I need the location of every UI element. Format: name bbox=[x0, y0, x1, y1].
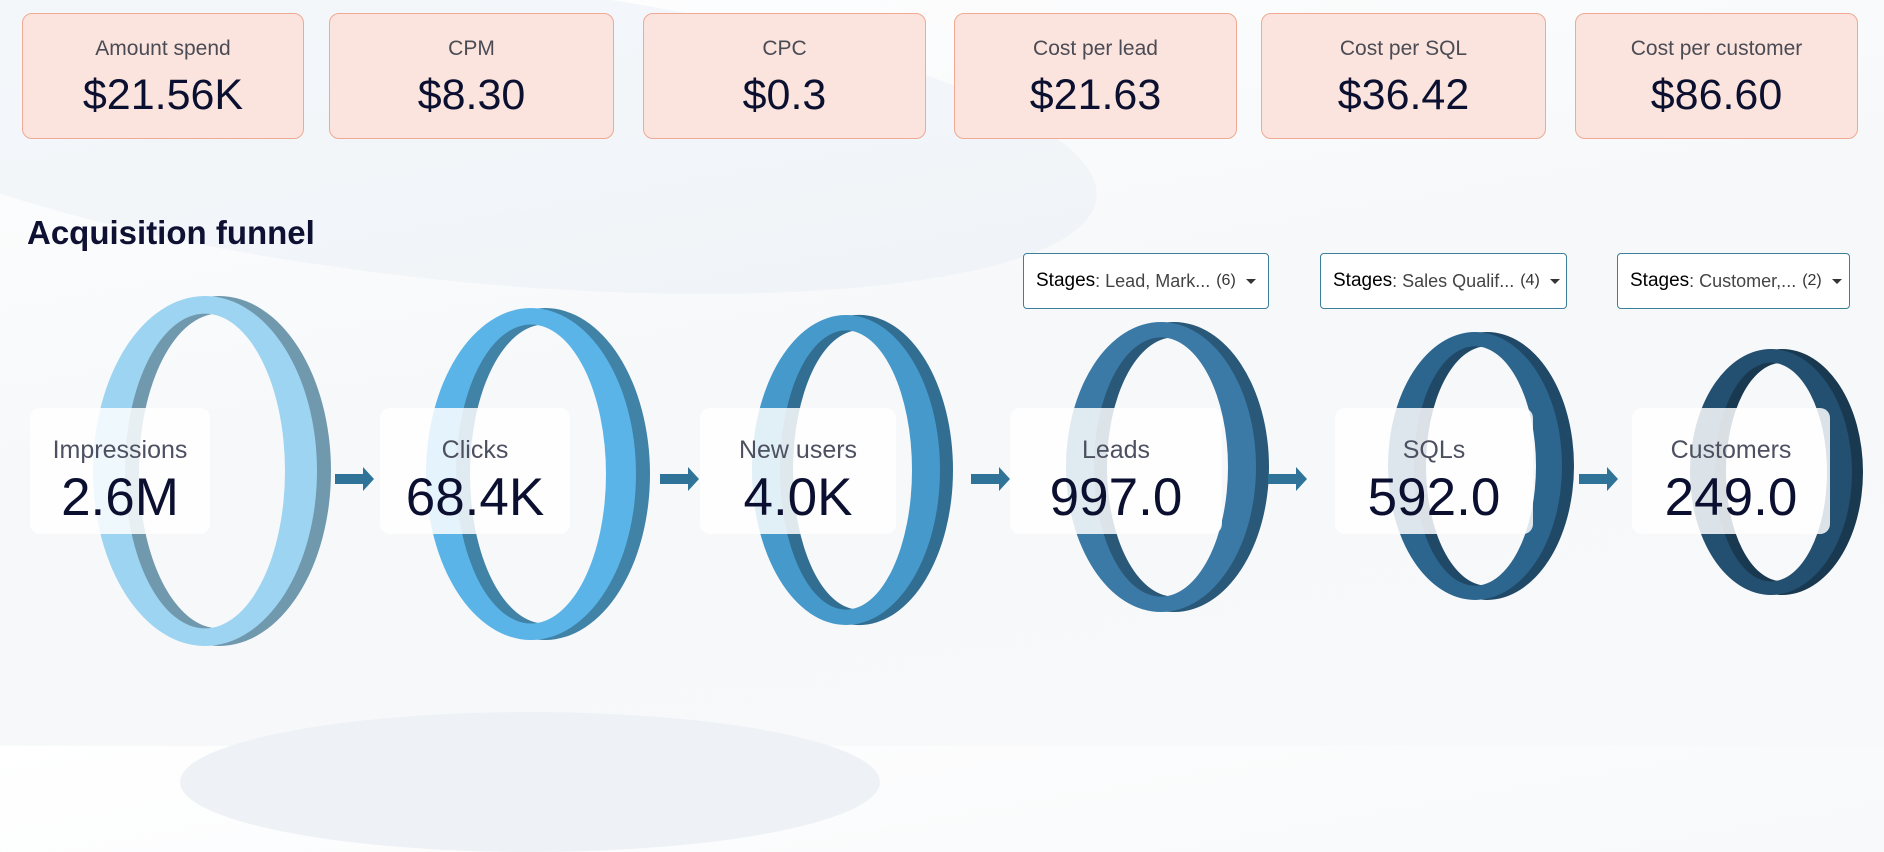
filter-count: (4) bbox=[1520, 272, 1540, 289]
kpi-value: $0.3 bbox=[742, 71, 827, 119]
chevron-down-icon bbox=[1549, 278, 1560, 284]
stage-label: Clicks bbox=[441, 436, 509, 464]
arrow-right-icon bbox=[660, 467, 699, 491]
filter-key: Stages bbox=[1630, 270, 1690, 291]
filter-value: : Customer,... bbox=[1689, 270, 1797, 291]
kpi-label: CPM bbox=[448, 37, 495, 60]
kpi-value: $86.60 bbox=[1650, 71, 1783, 119]
stage-label: Impressions bbox=[52, 436, 188, 464]
stages-filter-leads[interactable]: Stages : Lead, Mark... (6) bbox=[1023, 253, 1269, 309]
kpi-card-cost-per-lead: Cost per lead $21.63 bbox=[954, 13, 1237, 139]
stage-label: SQLs bbox=[1402, 436, 1466, 464]
filter-key: Stages bbox=[1036, 270, 1096, 291]
arrow-right-icon bbox=[1579, 467, 1618, 491]
stages-filter-sqls[interactable]: Stages : Sales Qualif... (4) bbox=[1320, 253, 1567, 309]
funnel-stage-impressions: Impressions 2.6M bbox=[30, 408, 210, 534]
arrow-right-icon bbox=[971, 467, 1010, 491]
funnel-stage-clicks: Clicks 68.4K bbox=[380, 408, 570, 534]
stage-label: Leads bbox=[1081, 436, 1151, 464]
kpi-value: $36.42 bbox=[1337, 71, 1470, 119]
filter-key: Stages bbox=[1333, 270, 1393, 291]
stage-label: Customers bbox=[1670, 436, 1792, 464]
filter-value: : Lead, Mark... bbox=[1095, 270, 1211, 291]
kpi-value: $21.63 bbox=[1029, 71, 1162, 119]
arrow-right-icon bbox=[335, 467, 374, 491]
stage-value: 4.0K bbox=[743, 468, 853, 527]
funnel-stage-sqls: SQLs 592.0 bbox=[1335, 408, 1533, 534]
chevron-down-icon bbox=[1831, 278, 1842, 284]
kpi-label: Cost per customer bbox=[1630, 37, 1803, 60]
stage-value: 592.0 bbox=[1367, 468, 1501, 527]
kpi-card-amount-spend: Amount spend $21.56K bbox=[22, 13, 304, 139]
stage-value: 249.0 bbox=[1664, 468, 1798, 527]
kpi-label: Cost per lead bbox=[1033, 37, 1158, 60]
kpi-value: $8.30 bbox=[417, 71, 526, 119]
filter-count: (2) bbox=[1802, 272, 1822, 289]
filter-value: : Sales Qualif... bbox=[1392, 270, 1515, 291]
filter-count: (6) bbox=[1216, 272, 1236, 289]
stages-filter-customers[interactable]: Stages : Customer,... (2) bbox=[1617, 253, 1850, 309]
kpi-value: $21.56K bbox=[82, 71, 244, 119]
stage-value: 2.6M bbox=[61, 468, 179, 527]
kpi-label: CPC bbox=[762, 37, 807, 60]
kpi-label: Amount spend bbox=[95, 37, 231, 60]
stage-value: 997.0 bbox=[1049, 468, 1183, 527]
funnel-stage-leads: Leads 997.0 bbox=[1010, 408, 1222, 534]
kpi-card-cost-per-sql: Cost per SQL $36.42 bbox=[1261, 13, 1546, 139]
chevron-down-icon bbox=[1245, 278, 1256, 284]
kpi-card-cpc: CPC $0.3 bbox=[643, 13, 926, 139]
stage-label: New users bbox=[738, 436, 858, 464]
funnel-stage-customers: Customers 249.0 bbox=[1632, 408, 1830, 534]
section-title: Acquisition funnel bbox=[27, 214, 315, 251]
funnel-stage-new-users: New users 4.0K bbox=[700, 408, 896, 534]
arrow-right-icon bbox=[1268, 467, 1307, 491]
kpi-label: Cost per SQL bbox=[1339, 37, 1468, 60]
kpi-card-cpm: CPM $8.30 bbox=[329, 13, 614, 139]
funnel-graphic bbox=[93, 296, 1863, 646]
kpi-card-cost-per-customer: Cost per customer $86.60 bbox=[1575, 13, 1858, 139]
stage-value: 68.4K bbox=[405, 468, 545, 527]
